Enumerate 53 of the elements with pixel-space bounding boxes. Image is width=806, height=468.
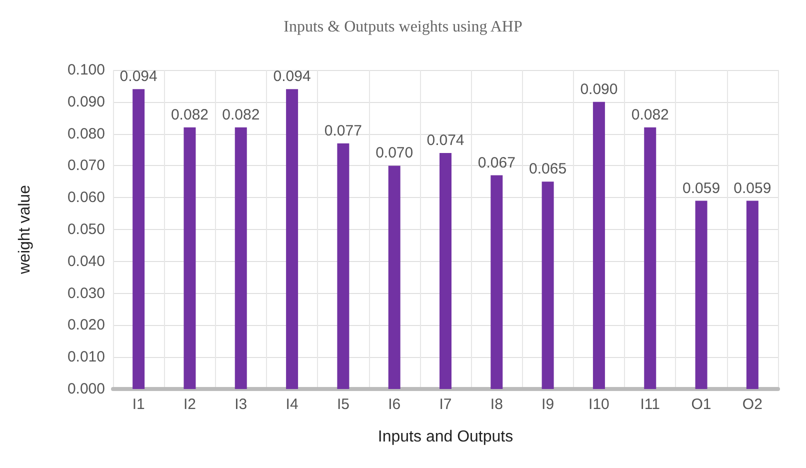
bar <box>440 152 452 389</box>
y-tick-label: 0.080 <box>67 125 105 142</box>
bar <box>184 127 196 389</box>
data-label: 0.065 <box>529 160 567 178</box>
x-tick-label: I1 <box>132 396 145 413</box>
chart-title: Inputs & Outputs weights using AHP <box>284 18 522 36</box>
data-label: 0.090 <box>580 80 618 98</box>
x-tick-label: I4 <box>286 396 298 413</box>
y-tick-label: 0.000 <box>67 380 105 398</box>
y-tick-label: 0.060 <box>67 189 105 206</box>
x-tick-label: O2 <box>742 396 762 413</box>
x-tick-label: I5 <box>336 396 350 413</box>
x-tick-label: I10 <box>588 396 610 413</box>
y-tick-label: 0.010 <box>67 348 105 366</box>
data-label: 0.067 <box>478 154 516 172</box>
x-tick-label: I8 <box>490 396 503 413</box>
data-label: 0.077 <box>324 122 362 140</box>
x-tick-label: O1 <box>691 396 712 413</box>
y-tick-label: 0.040 <box>67 252 105 270</box>
data-label: 0.082 <box>170 106 209 124</box>
y-axis-title: weight value <box>16 184 34 275</box>
bar <box>286 89 298 389</box>
data-label: 0.082 <box>631 106 669 124</box>
bar <box>542 182 554 389</box>
data-label: 0.070 <box>376 144 414 162</box>
x-tick-label: I7 <box>439 396 452 413</box>
data-label: 0.082 <box>222 106 260 124</box>
data-label: 0.059 <box>682 180 720 197</box>
x-tick-label: I9 <box>542 396 554 413</box>
bar <box>644 127 656 389</box>
y-tick-label: 0.070 <box>67 157 105 174</box>
x-axis-title: Inputs and Outputs <box>378 428 514 446</box>
bar <box>592 102 605 389</box>
bar <box>695 200 708 389</box>
data-label: 0.074 <box>426 132 464 149</box>
data-label: 0.094 <box>120 68 158 86</box>
bar <box>234 127 247 389</box>
x-tick-label: I6 <box>388 396 401 413</box>
data-label: 0.094 <box>273 68 311 86</box>
x-tick-label: I3 <box>234 396 248 413</box>
bar <box>490 175 503 389</box>
bar <box>746 200 758 389</box>
bar <box>132 89 145 389</box>
data-label: 0.059 <box>734 180 772 197</box>
bar <box>337 143 350 389</box>
y-tick-label: 0.030 <box>67 284 105 302</box>
y-tick-label: 0.100 <box>67 62 105 78</box>
x-tick-label: I2 <box>183 396 196 413</box>
y-tick-label: 0.020 <box>67 316 105 334</box>
x-tick-label: I11 <box>640 396 660 413</box>
y-tick-label: 0.050 <box>67 221 105 238</box>
y-tick-label: 0.090 <box>67 93 105 110</box>
bar <box>388 166 400 389</box>
